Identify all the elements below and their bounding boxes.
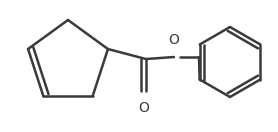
Text: O: O [168, 33, 179, 47]
Text: O: O [138, 101, 149, 115]
